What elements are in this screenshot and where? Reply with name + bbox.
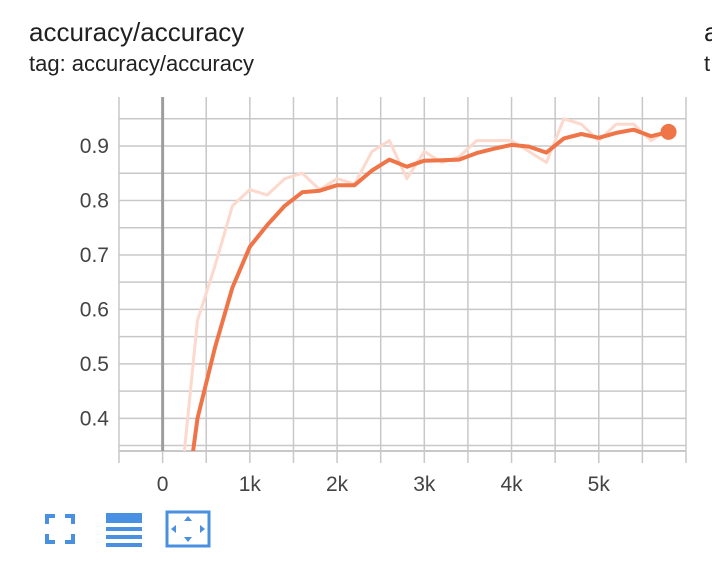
- fit-to-domain-button[interactable]: [165, 510, 211, 548]
- fullscreen-icon: [45, 514, 75, 544]
- raw-series-line: [182, 117, 671, 451]
- x-tick-label: 5k: [588, 473, 611, 496]
- x-tick-label: 2k: [326, 473, 349, 496]
- y-tick-label: 0.5: [80, 353, 109, 376]
- data-table-button[interactable]: [104, 510, 144, 548]
- chart-grid: [118, 97, 687, 463]
- chart-tag: tag: accuracy/accuracy: [29, 51, 254, 76]
- y-tick-label: 0.6: [80, 298, 109, 321]
- y-tick-label: 0.9: [80, 135, 109, 158]
- next-card-tag-fragment: t: [704, 51, 711, 76]
- y-tick-label: 0.4: [80, 407, 110, 430]
- y-tick-label: 0.7: [80, 244, 109, 267]
- last-point-marker: [660, 123, 677, 140]
- y-tick-label: 0.8: [80, 189, 109, 212]
- fit-to-domain-icon: [165, 510, 211, 548]
- data-table-icon: [106, 513, 142, 547]
- x-tick-label: 0: [157, 473, 169, 496]
- chart-axes: 0.4 0.5 0.6 0.7 0.8 0.9 0 1k 2k 3k 4k 5k: [80, 97, 686, 496]
- fullscreen-button[interactable]: [44, 510, 76, 548]
- line-chart[interactable]: 0.4 0.5 0.6 0.7 0.8 0.9 0 1k 2k 3k 4k 5k: [0, 0, 712, 500]
- chart-series: [182, 117, 677, 451]
- next-card-title-fragment: a: [704, 17, 712, 47]
- chart-title: accuracy/accuracy: [29, 17, 245, 47]
- x-tick-label: 4k: [500, 473, 523, 496]
- smoothed-series-line: [191, 127, 671, 451]
- x-tick-label: 1k: [239, 473, 262, 496]
- x-tick-label: 3k: [413, 473, 436, 496]
